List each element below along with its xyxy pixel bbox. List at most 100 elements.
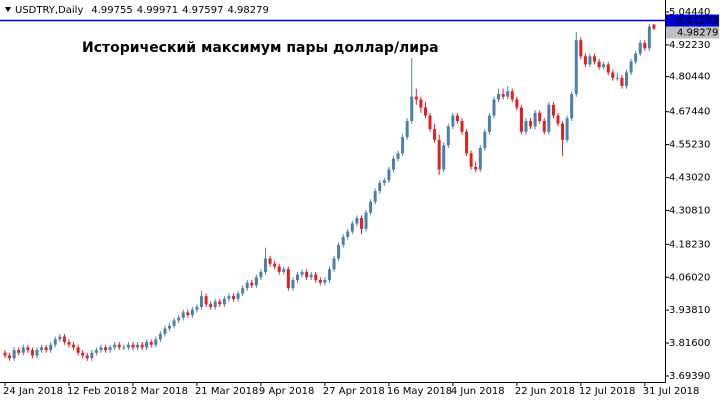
candle-body: [309, 274, 313, 278]
candle-body: [460, 120, 464, 132]
candle-body: [163, 328, 167, 334]
candle-body: [305, 271, 309, 278]
candle-body: [350, 223, 354, 232]
candle-body: [483, 131, 487, 148]
x-tick-label: 27 Apr 2018: [323, 386, 385, 397]
candle-body: [446, 126, 450, 146]
candle-body: [263, 258, 267, 272]
candle-body: [597, 61, 601, 68]
candle-body: [497, 94, 501, 100]
candle-body: [108, 347, 112, 351]
candle-body: [606, 64, 610, 73]
candle-body: [638, 42, 642, 54]
candle-body: [341, 236, 345, 245]
candle-body: [172, 320, 176, 326]
x-tick-label: 9 Apr 2018: [259, 386, 314, 397]
candle-body: [355, 218, 359, 224]
candle-body: [433, 129, 437, 140]
candle-body: [213, 301, 217, 307]
chart-title: USDTRY,Daily: [15, 5, 83, 16]
candle-body: [90, 352, 94, 359]
candle-body: [122, 347, 126, 349]
candle-body: [190, 309, 194, 316]
candle-body: [277, 266, 281, 272]
candle-body: [259, 271, 263, 278]
candle-body: [136, 344, 140, 348]
candle-body: [515, 99, 519, 108]
candle-body: [286, 269, 290, 289]
candle-body: [104, 347, 108, 351]
candle-body: [177, 317, 181, 321]
candle-body: [318, 280, 322, 283]
candle-body: [378, 182, 382, 192]
candle-body: [570, 94, 574, 119]
candle-body: [538, 112, 542, 121]
candle-body: [652, 24, 656, 29]
candle-body: [3, 352, 7, 356]
candle-body: [30, 350, 34, 356]
candle-body: [12, 350, 16, 359]
candle-body: [49, 344, 53, 351]
y-tick-label: 4.55230: [669, 140, 710, 151]
candle-body: [273, 263, 277, 267]
candle-body: [113, 344, 117, 348]
menu-arrow[interactable]: [5, 7, 11, 12]
candle-body: [547, 104, 551, 132]
candle-body: [140, 344, 144, 348]
candle-body: [332, 258, 336, 270]
candle-body: [373, 191, 377, 202]
candle-body: [629, 61, 633, 73]
candle-body: [300, 271, 304, 275]
y-tick-label: 4.92230: [669, 40, 710, 51]
candle-body: [17, 350, 21, 353]
candle-body: [561, 123, 565, 140]
candle-body: [236, 293, 240, 299]
candle-body: [67, 342, 71, 345]
candle-body: [529, 120, 533, 127]
last-price-box: [666, 26, 719, 39]
candle-body: [474, 166, 478, 170]
price-line-box: [666, 14, 719, 27]
candle-body: [44, 347, 48, 351]
candle-body: [583, 56, 587, 65]
candle-body: [501, 94, 505, 97]
x-tick-label: 4 Jun 2018: [451, 386, 505, 397]
candle-body: [186, 312, 190, 316]
candle-body: [625, 72, 629, 86]
candle-body: [35, 350, 39, 356]
candle-body: [510, 91, 514, 100]
candle-body: [451, 115, 455, 127]
candle-body: [126, 344, 130, 348]
candle-body: [634, 53, 638, 62]
candle-body: [204, 296, 208, 305]
candle-body: [387, 169, 391, 181]
x-tick-label: 12 Feb 2018: [67, 386, 129, 397]
candle-body: [524, 120, 528, 132]
candle-body: [323, 280, 327, 283]
candle-body: [593, 56, 597, 62]
candle-body: [369, 201, 373, 213]
header-price: 4.98279: [227, 5, 268, 16]
candle-body: [487, 115, 491, 132]
candle-body: [99, 347, 103, 351]
candle-body: [533, 112, 537, 127]
candle-body: [556, 115, 560, 124]
candle-body: [551, 104, 555, 116]
annotation-background: [79, 38, 442, 58]
candle-body: [442, 145, 446, 170]
candle-body: [611, 72, 615, 78]
candle-body: [588, 56, 592, 65]
candle-body: [94, 350, 98, 353]
candle-body: [62, 336, 66, 343]
x-tick-label: 31 Jul 2018: [643, 386, 700, 397]
candle-body: [209, 304, 213, 307]
plot-area: [0, 19, 665, 361]
axes: 5.04440 4.92230 4.80440 4.67440 4.55230 4.430…: [3, 7, 719, 397]
candle-body: [346, 231, 350, 237]
candle-body: [364, 212, 368, 229]
candle-body: [53, 339, 57, 345]
candle-body: [359, 218, 363, 229]
candle-body: [222, 298, 226, 305]
candle-body: [469, 153, 473, 167]
